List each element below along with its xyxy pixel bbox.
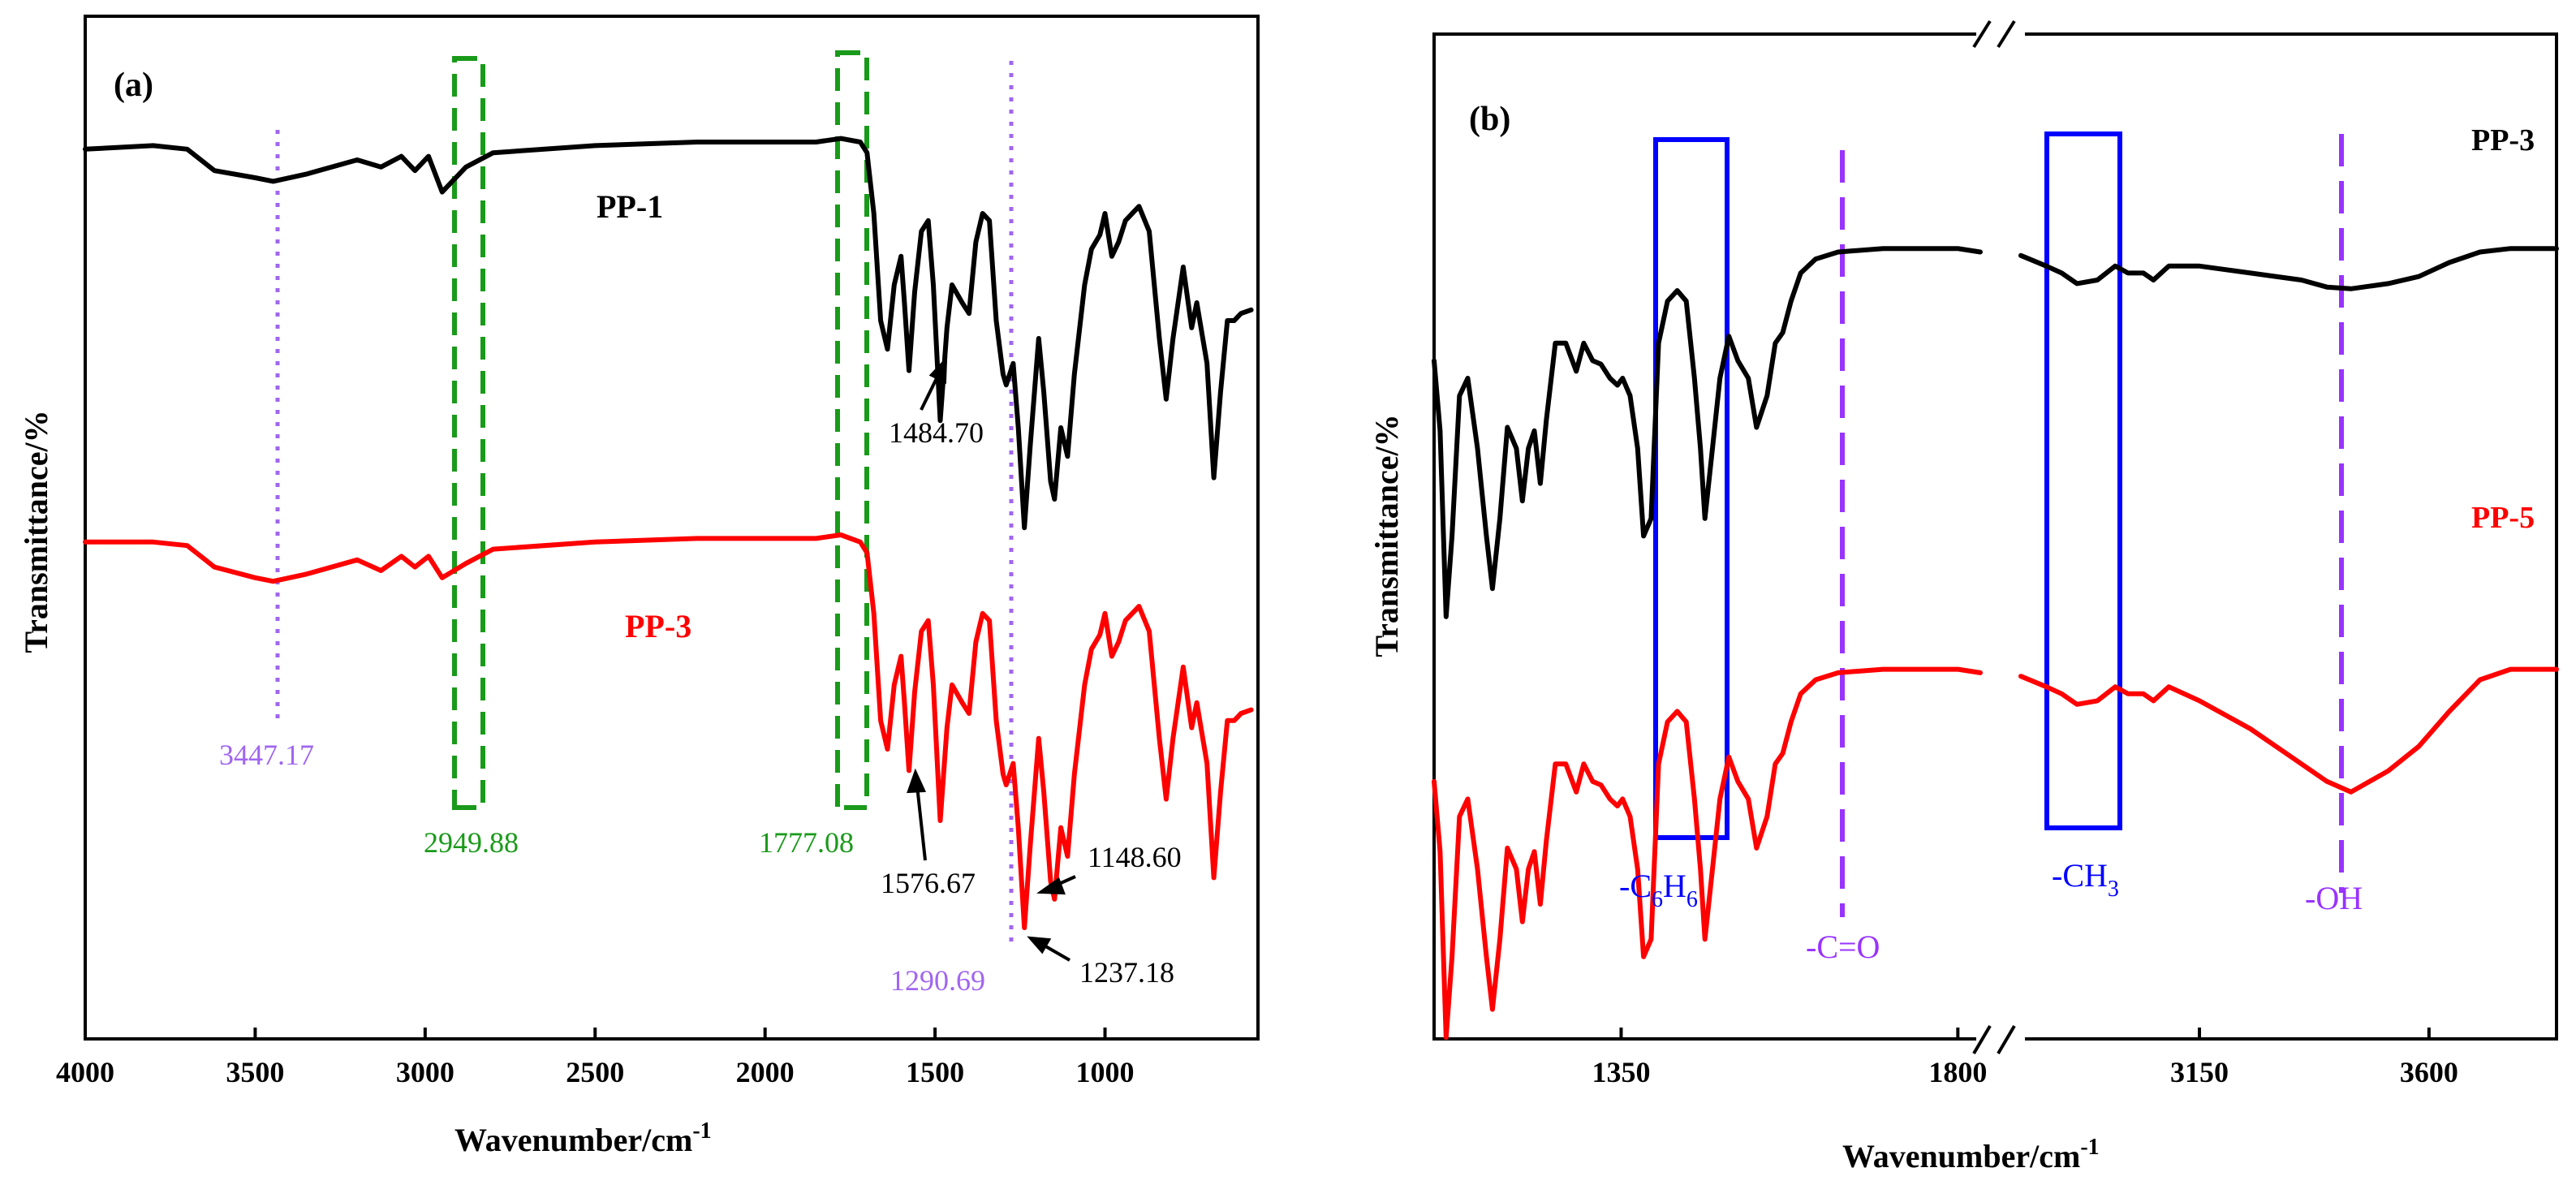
label-1290: 1290.69 [890, 964, 985, 997]
label-c-o: -C=O [1806, 929, 1880, 965]
label-c6h6: -C6H6 [1619, 868, 1698, 912]
panel-a-label: (a) [114, 67, 153, 104]
series-line-pp3-right [2018, 246, 2559, 291]
x-tick-label: 1350 [1592, 1056, 1650, 1088]
x-axis-ticks-b: 1350 1800 3150 3600 [1592, 1028, 2458, 1088]
x-tick-label: 3150 [2170, 1056, 2229, 1088]
label-1576: 1576.67 [881, 867, 976, 899]
x-tick-label: 4000 [56, 1056, 114, 1088]
x-tick-label: 2500 [566, 1056, 624, 1088]
label-3447: 3447.17 [219, 739, 314, 771]
panel-b-label: (b) [1469, 101, 1510, 138]
y-axis-label-a: Transmittance/% [18, 410, 54, 653]
x-axis-ticks-a: 4000 3500 3000 2500 2000 1500 1000 [56, 1028, 1135, 1088]
label-ch3: -CH3 [2052, 857, 2119, 902]
panel-a: (a) PP-1 PP-3 3447.17 1290.69 2949.88 17… [18, 15, 1260, 1158]
bracket-2949 [452, 56, 485, 810]
label-oh: -OH [2305, 880, 2363, 916]
x-tick-label: 1000 [1076, 1056, 1135, 1088]
panel-a-frame [84, 15, 1260, 1041]
series-line-pp3 [83, 532, 1254, 930]
series-line-pp3-left [1432, 246, 1983, 619]
x-tick-label: 2000 [736, 1056, 795, 1088]
panel-b: (b) PP-3 PP-5 -C6H6 -C=O -CH3 -OH 1350 18… [1368, 19, 2559, 1174]
arrows-a [907, 356, 1076, 962]
series-line-pp1 [83, 136, 1254, 531]
series-line-pp5-right [2018, 666, 2559, 795]
box-c6h6 [1653, 137, 1730, 840]
x-axis-label-b: Wavenumber/cm-1 [1842, 1135, 2100, 1174]
x-tick-label: 3600 [2400, 1056, 2458, 1088]
label-2949: 2949.88 [424, 826, 519, 859]
x-tick-label: 1800 [1928, 1056, 1987, 1088]
series-line-pp5-left [1432, 666, 1983, 1041]
y-axis-label-b: Transmittance/% [1368, 414, 1405, 657]
legend-pp1: PP-1 [597, 188, 663, 225]
label-1484: 1484.70 [889, 416, 984, 449]
label-1237: 1237.18 [1079, 956, 1174, 989]
panel-b-frame [1432, 32, 2558, 1041]
x-tick-label: 1500 [906, 1056, 964, 1088]
x-tick-label: 3500 [226, 1056, 284, 1088]
axis-break-marks [1972, 19, 2016, 1055]
box-ch3 [2044, 131, 2122, 830]
x-tick-label: 3000 [396, 1056, 454, 1088]
label-1148: 1148.60 [1088, 841, 1182, 873]
legend-pp3: PP-3 [625, 608, 691, 644]
x-axis-label-a: Wavenumber/cm-1 [454, 1118, 712, 1158]
bracket-1777 [835, 50, 869, 810]
legend-pp5-b: PP-5 [2471, 501, 2535, 535]
legend-pp3-b: PP-3 [2471, 123, 2535, 157]
label-1777: 1777.08 [759, 826, 854, 859]
